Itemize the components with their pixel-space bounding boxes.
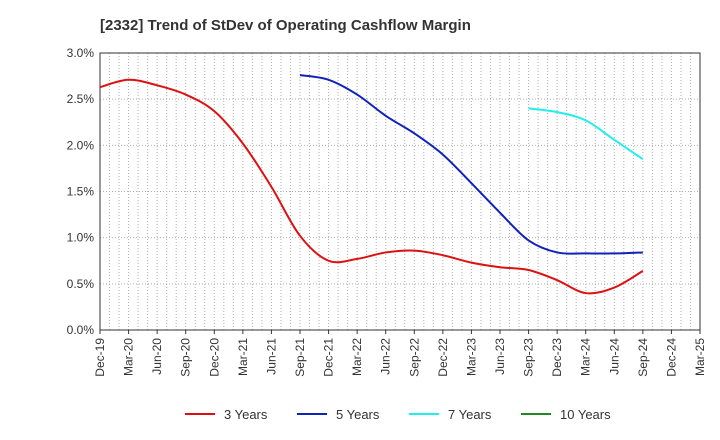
x-tick-label: Mar-23 (464, 338, 478, 376)
y-tick-label: 3.0% (67, 46, 95, 60)
x-tick-label: Mar-21 (236, 338, 250, 376)
y-tick-label: 0.0% (67, 323, 95, 337)
y-tick-label: 2.5% (67, 92, 95, 106)
legend-label-3-years: 3 Years (224, 407, 268, 422)
x-tick-label: Jun-23 (493, 338, 507, 375)
series-line-5-years (299, 74, 643, 255)
x-tick-label: Dec-23 (550, 338, 564, 377)
x-tick-label: Dec-19 (93, 338, 107, 377)
x-tick-label: Jun-22 (379, 338, 393, 375)
x-tick-label: Sep-24 (636, 338, 650, 377)
y-tick-label: 1.0% (67, 231, 95, 245)
plot-border (99, 52, 701, 331)
grid (100, 52, 700, 331)
legend-label-10-years: 10 Years (560, 407, 611, 422)
x-tick-label: Dec-24 (664, 338, 678, 377)
legend-label-7-years: 7 Years (448, 407, 492, 422)
series-group (99, 74, 644, 295)
x-tick-label: Sep-21 (293, 338, 307, 377)
y-tick-label: 1.5% (67, 185, 95, 199)
series-line-7-years (528, 107, 644, 161)
legend: 3 Years 5 Years 7 Years 10 Years (185, 407, 611, 422)
x-tick-label: Mar-20 (122, 338, 136, 376)
x-tick-label: Sep-23 (522, 338, 536, 377)
x-tick-label: Jun-24 (607, 338, 621, 375)
x-tick-label: Sep-20 (179, 338, 193, 377)
x-tick-label: Mar-24 (579, 338, 593, 376)
x-tick-label: Dec-21 (322, 338, 336, 377)
series-line-3-years (99, 78, 644, 295)
chart-title: [2332] Trend of StDev of Operating Cashf… (100, 17, 471, 34)
x-tick-label: Dec-22 (436, 338, 450, 377)
x-tick-label: Sep-22 (407, 338, 421, 377)
y-tick-label: 2.0% (67, 138, 95, 152)
x-tick-label: Jun-20 (150, 338, 164, 375)
axes: 0.0% 0.5% 1.0% 1.5% 2.0% 2.5% 3.0% Dec-19 Mar-20… (67, 46, 707, 377)
x-tick-label: Jun-21 (264, 338, 278, 375)
y-tick-label: 0.5% (67, 277, 95, 291)
x-tick-label: Mar-22 (350, 338, 364, 376)
x-tick-label: Dec-20 (207, 338, 221, 377)
x-tick-label: Mar-25 (693, 338, 707, 376)
legend-label-5-years: 5 Years (336, 407, 380, 422)
